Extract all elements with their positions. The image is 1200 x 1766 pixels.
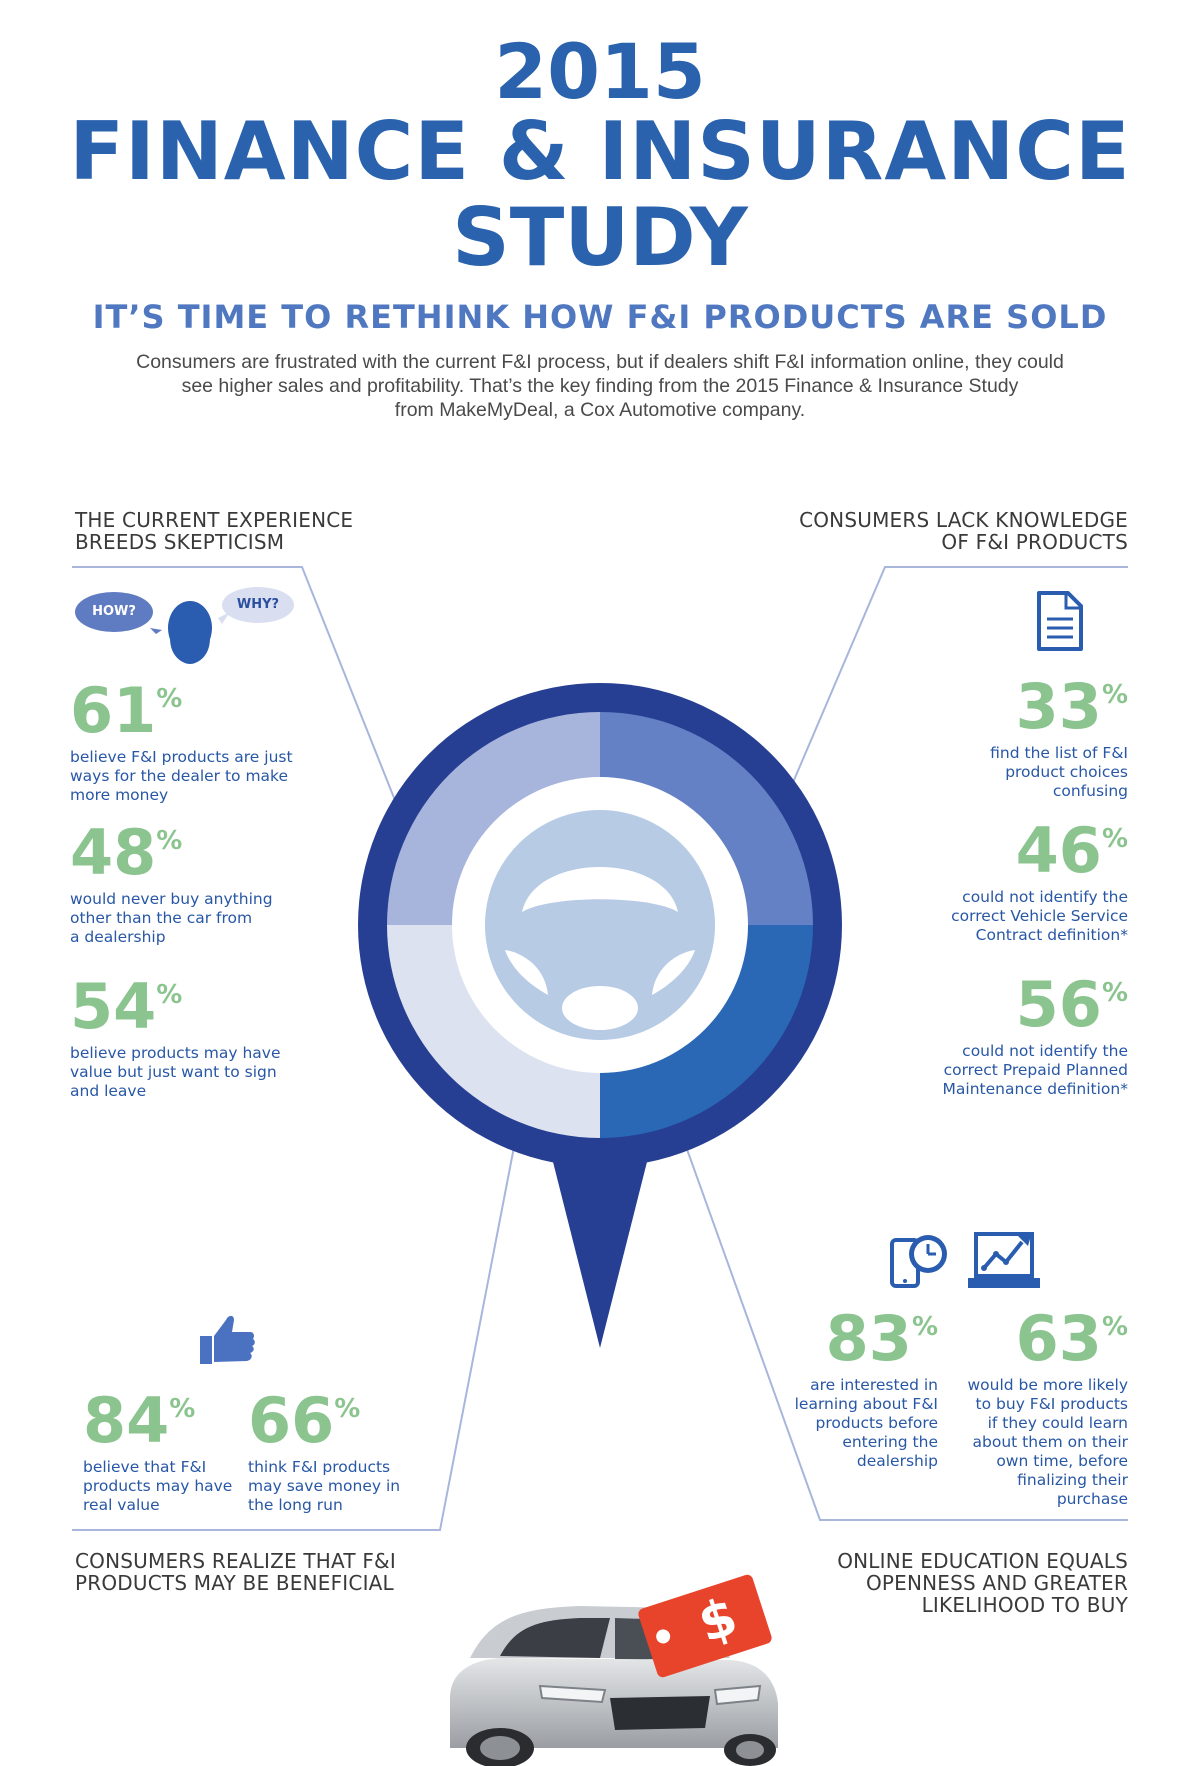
- phone-clock-icon: [890, 1235, 947, 1288]
- stat-56: 56% could not identify the correct Prepa…: [942, 968, 1128, 1099]
- why-bubble: WHY?: [222, 587, 294, 623]
- subtitle: IT’S TIME TO RETHINK HOW F&I PRODUCTS AR…: [92, 298, 1108, 336]
- stat-66: 66% think F&I products may save money in…: [248, 1384, 401, 1515]
- stat-63: 63% would be more likely to buy F&I prod…: [967, 1302, 1129, 1509]
- section-heading-current-experience: THE CURRENT EXPERIENCE BREEDS SKEPTICISM: [75, 508, 354, 554]
- section-heading-beneficial: CONSUMERS REALIZE THAT F&I PRODUCTS MAY …: [75, 1549, 396, 1595]
- price-tag-hole: [654, 1627, 672, 1646]
- intro-line: see higher sales and profitability. That…: [181, 375, 1019, 397]
- title-study: STUDY: [452, 191, 748, 284]
- thumbs-up-icon: [200, 1315, 255, 1364]
- stat-33: 33% find the list of F&I product choices…: [990, 670, 1128, 801]
- document-icon: [1037, 591, 1083, 651]
- stat-46: 46% could not identify the correct Vehic…: [951, 814, 1128, 945]
- section-heading-online-education: ONLINE EDUCATION EQUALS OPENNESS AND GRE…: [837, 1549, 1128, 1617]
- section-heading-lack-knowledge: CONSUMERS LACK KNOWLEDGE OF F&I PRODUCTS: [799, 508, 1128, 554]
- pin-point: [550, 1150, 650, 1348]
- intro-paragraph: Consumers are frustrated with the curren…: [70, 350, 1130, 422]
- title-year: 2015: [494, 27, 706, 116]
- person-head-icon: [150, 601, 230, 664]
- intro-line: from MakeMyDeal, a Cox Automotive compan…: [394, 399, 806, 421]
- stat-83: 83% are interested in learning about F&I…: [794, 1302, 938, 1471]
- stat-48: 48% would never buy anything other than …: [70, 816, 273, 947]
- stat-84: 84% believe that F&I products may have r…: [83, 1384, 233, 1515]
- steering-wheel-icon: [485, 810, 715, 1040]
- intro-line: Consumers are frustrated with the curren…: [136, 351, 1064, 373]
- stat-61: 61% believe F&I products are just ways f…: [70, 674, 293, 805]
- laptop-chart-icon: [968, 1232, 1040, 1288]
- stat-54: 54% believe products may have value but …: [70, 970, 281, 1101]
- how-bubble: HOW?: [75, 592, 153, 632]
- connector-lines: [72, 566, 1128, 1531]
- title-main: FINANCE & INSURANCE: [69, 105, 1131, 198]
